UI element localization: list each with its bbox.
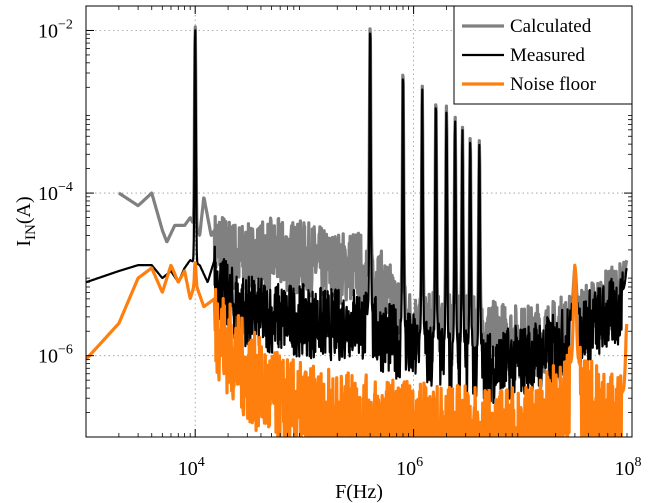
legend-label: Noise floor — [510, 74, 597, 95]
legend: Calculated Measured Noise floor — [453, 5, 633, 105]
y-axis-label-sub: IN — [23, 224, 39, 240]
y-tick-label: 10−6 — [38, 343, 73, 368]
y-axis-label-tail: (A) — [13, 196, 35, 224]
x-tick-label: 104 — [178, 455, 205, 480]
ticks: 104 106 108 10−2 10−4 10−6 — [38, 5, 642, 480]
series-line-noise-floor — [86, 261, 629, 437]
y-tick-label: 10−2 — [38, 17, 73, 42]
x-axis-label: F(Hz) — [335, 481, 383, 503]
y-axis-label-main: I — [13, 240, 35, 247]
x-tick-label: 106 — [396, 455, 423, 480]
x-tick-label: 108 — [615, 455, 642, 480]
y-axis-label: IIN(A) — [13, 196, 39, 246]
legend-label: Measured — [510, 45, 585, 66]
y-tick-label: 10−4 — [38, 180, 73, 205]
series-lines — [86, 25, 629, 437]
plot-frame — [85, 5, 633, 438]
legend-label: Calculated — [510, 16, 592, 37]
